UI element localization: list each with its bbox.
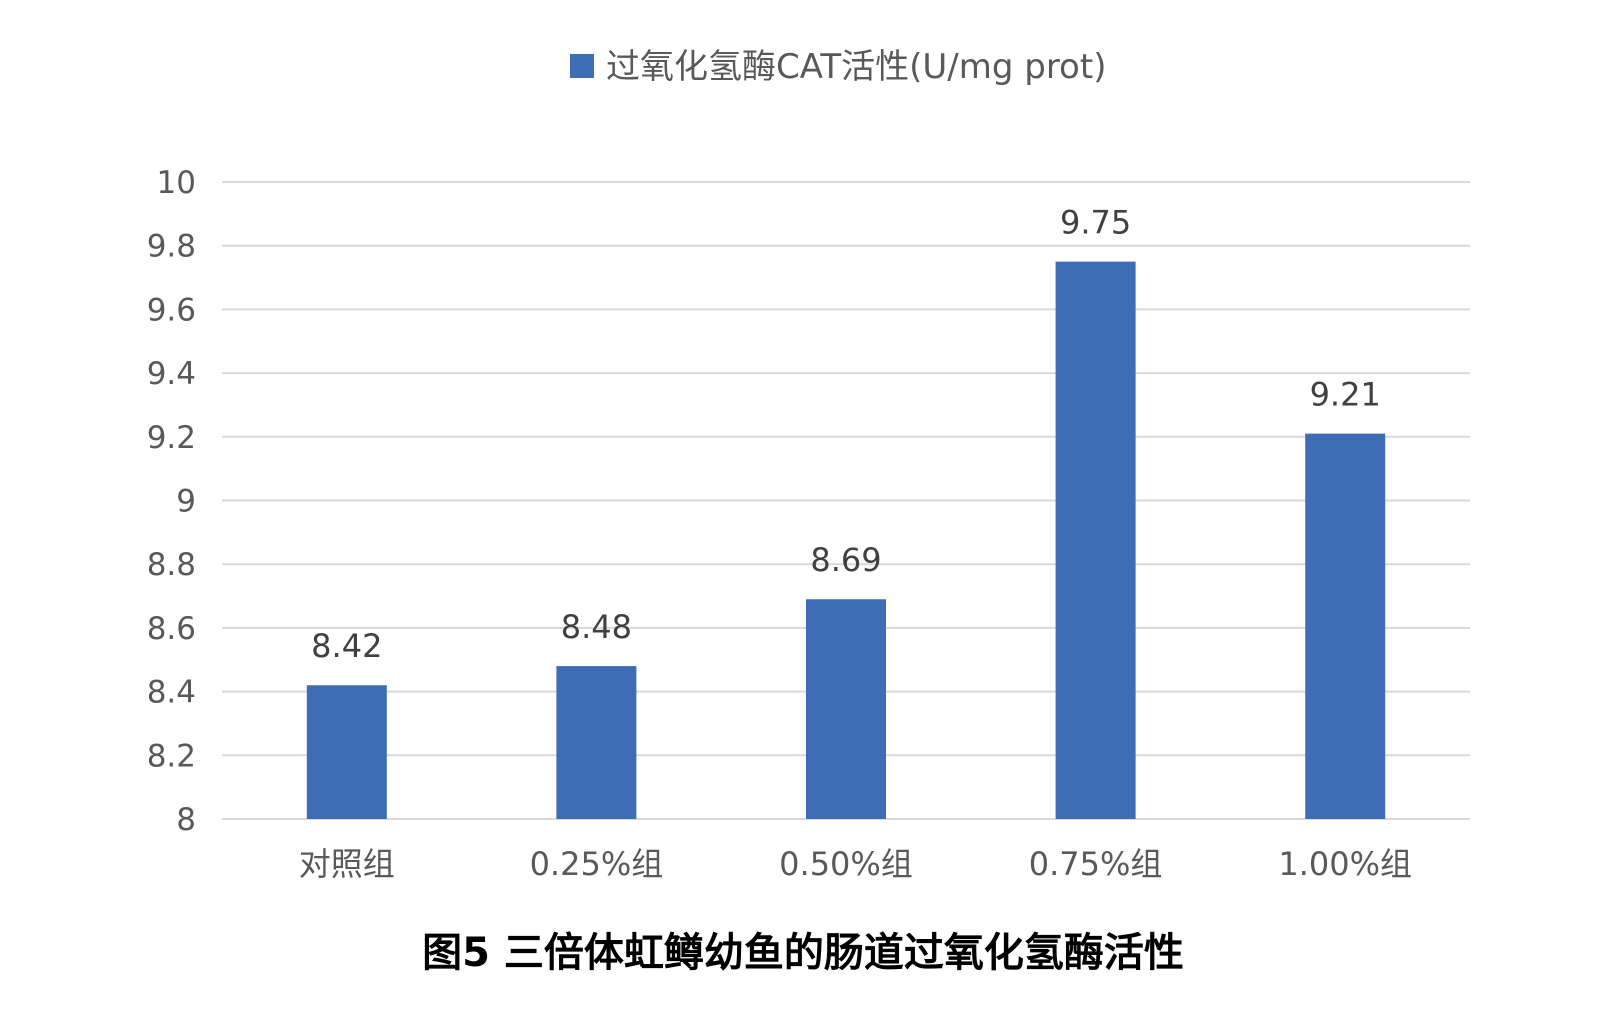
data-labels: 8.42 8.48 8.69 9.75 9.21 bbox=[311, 204, 1381, 666]
bar bbox=[306, 685, 387, 819]
data-label: 8.69 bbox=[810, 541, 881, 579]
y-tick-label: 8.2 bbox=[147, 738, 196, 774]
x-category-label: 1.00%组 bbox=[1278, 845, 1412, 883]
y-tick-label: 8.6 bbox=[147, 611, 196, 647]
x-category-label: 0.50%组 bbox=[779, 845, 913, 883]
data-label: 9.75 bbox=[1060, 204, 1131, 242]
bar bbox=[556, 666, 637, 819]
x-category-label: 0.25%组 bbox=[530, 845, 664, 883]
bar bbox=[1055, 261, 1136, 819]
y-tick-label: 8.8 bbox=[147, 547, 196, 583]
y-tick-label: 8 bbox=[176, 802, 196, 838]
bar bbox=[1305, 433, 1386, 819]
x-category-label: 对照组 bbox=[299, 845, 395, 883]
gridlines bbox=[222, 181, 1470, 820]
legend-swatch bbox=[570, 54, 594, 78]
y-tick-label: 9.4 bbox=[147, 356, 196, 392]
y-tick-label: 9 bbox=[176, 484, 196, 520]
y-axis-ticks: 8 8.2 8.4 8.6 8.8 9 9.2 9.4 9.6 9.8 10 bbox=[147, 165, 196, 838]
legend: 过氧化氢酶CAT活性(U/mg prot) bbox=[570, 47, 1106, 87]
chart-title: 图5 三倍体虹鳟幼鱼的肠道过氧化氢酶活性 bbox=[422, 930, 1184, 976]
data-label: 9.21 bbox=[1310, 376, 1381, 414]
data-label: 8.42 bbox=[311, 627, 382, 665]
y-tick-label: 9.2 bbox=[147, 420, 196, 456]
data-label: 8.48 bbox=[561, 608, 632, 646]
bars bbox=[306, 261, 1386, 819]
y-tick-label: 10 bbox=[157, 165, 196, 201]
bar bbox=[806, 599, 886, 819]
y-tick-label: 8.4 bbox=[147, 675, 196, 711]
y-tick-label: 9.6 bbox=[147, 292, 196, 328]
x-axis-categories: 对照组 0.25%组 0.50%组 0.75%组 1.00%组 bbox=[299, 845, 1412, 883]
legend-label: 过氧化氢酶CAT活性(U/mg prot) bbox=[606, 47, 1106, 87]
y-tick-label: 9.8 bbox=[147, 229, 196, 265]
x-category-label: 0.75%组 bbox=[1029, 845, 1163, 883]
